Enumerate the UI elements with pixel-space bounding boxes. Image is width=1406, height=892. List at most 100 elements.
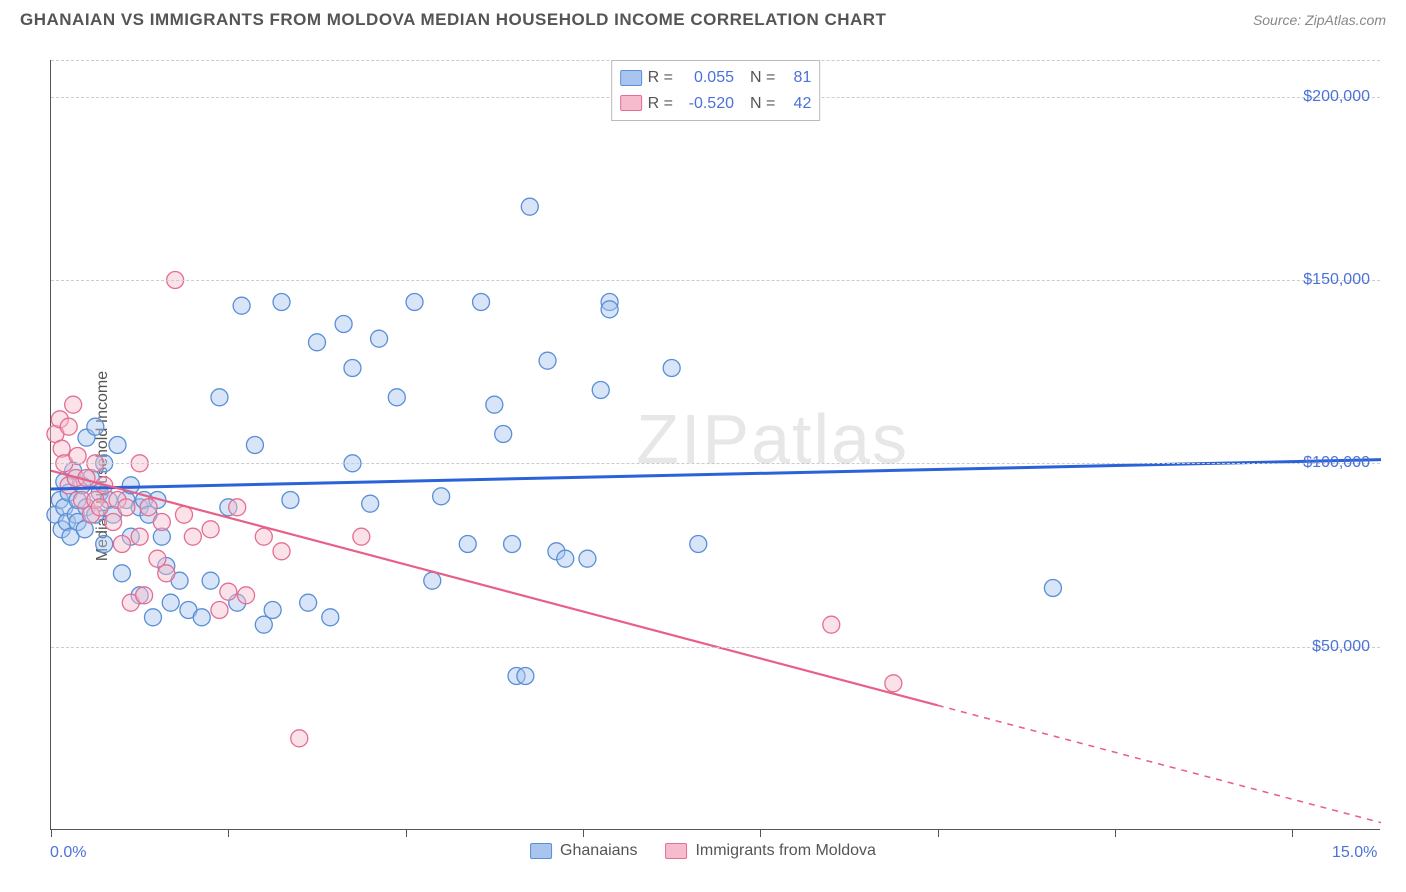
n-value: 42 bbox=[781, 91, 811, 117]
data-point bbox=[663, 360, 680, 377]
chart-area: Median Household Income ZIPatlas R =0.05… bbox=[0, 40, 1406, 892]
legend-swatch bbox=[530, 843, 552, 859]
data-point bbox=[322, 609, 339, 626]
data-point bbox=[65, 396, 82, 413]
gridline bbox=[51, 647, 1380, 648]
data-point bbox=[517, 668, 534, 685]
r-value: 0.055 bbox=[679, 65, 734, 91]
data-point bbox=[211, 389, 228, 406]
data-point bbox=[184, 528, 201, 545]
data-point bbox=[162, 594, 179, 611]
series-legend: Ghanaians Immigrants from Moldova bbox=[530, 842, 876, 860]
data-point bbox=[131, 528, 148, 545]
r-label: R = bbox=[648, 65, 673, 91]
data-point bbox=[238, 587, 255, 604]
x-tick bbox=[406, 829, 407, 837]
data-point bbox=[153, 514, 170, 531]
n-label: N = bbox=[750, 65, 775, 91]
data-point bbox=[335, 316, 352, 333]
data-point bbox=[362, 495, 379, 512]
y-tick-label: $100,000 bbox=[1303, 454, 1370, 472]
data-point bbox=[1044, 580, 1061, 597]
data-point bbox=[823, 616, 840, 633]
series-legend-label: Immigrants from Moldova bbox=[695, 842, 876, 860]
data-point bbox=[690, 536, 707, 553]
data-point bbox=[344, 360, 361, 377]
data-point bbox=[282, 492, 299, 509]
plot-region: ZIPatlas R =0.055N =81R =-0.520N =42 $50… bbox=[50, 60, 1380, 830]
data-point bbox=[193, 609, 210, 626]
x-tick bbox=[760, 829, 761, 837]
x-axis-min-label: 0.0% bbox=[50, 844, 86, 862]
data-point bbox=[371, 330, 388, 347]
data-point bbox=[592, 382, 609, 399]
data-point bbox=[220, 583, 237, 600]
gridline bbox=[51, 463, 1380, 464]
data-point bbox=[309, 334, 326, 351]
data-point bbox=[601, 301, 618, 318]
data-point bbox=[486, 396, 503, 413]
y-tick-label: $150,000 bbox=[1303, 271, 1370, 289]
data-point bbox=[105, 514, 122, 531]
r-label: R = bbox=[648, 91, 673, 117]
n-label: N = bbox=[750, 91, 775, 117]
gridline bbox=[51, 280, 1380, 281]
correlation-legend-row: R =0.055 N =81 bbox=[620, 65, 812, 91]
data-point bbox=[113, 565, 130, 582]
data-point bbox=[300, 594, 317, 611]
data-point bbox=[273, 543, 290, 560]
data-point bbox=[255, 616, 272, 633]
data-point bbox=[291, 730, 308, 747]
data-point bbox=[136, 587, 153, 604]
data-point bbox=[885, 675, 902, 692]
data-point bbox=[202, 521, 219, 538]
chart-header: GHANAIAN VS IMMIGRANTS FROM MOLDOVA MEDI… bbox=[0, 0, 1406, 38]
data-point bbox=[255, 528, 272, 545]
data-point bbox=[109, 437, 126, 454]
data-point bbox=[118, 499, 135, 516]
data-point bbox=[176, 506, 193, 523]
data-point bbox=[273, 294, 290, 311]
data-point bbox=[579, 550, 596, 567]
x-tick bbox=[1115, 829, 1116, 837]
data-point bbox=[60, 418, 77, 435]
data-point bbox=[353, 528, 370, 545]
data-point bbox=[459, 536, 476, 553]
series-legend-item: Immigrants from Moldova bbox=[665, 842, 876, 860]
x-axis-max-label: 15.0% bbox=[1332, 844, 1377, 862]
data-point bbox=[69, 448, 86, 465]
data-point bbox=[433, 488, 450, 505]
data-point bbox=[233, 297, 250, 314]
n-value: 81 bbox=[781, 65, 811, 91]
data-point bbox=[140, 499, 157, 516]
scatter-svg bbox=[51, 60, 1381, 830]
data-point bbox=[521, 198, 538, 215]
data-point bbox=[504, 536, 521, 553]
data-point bbox=[91, 499, 108, 516]
x-tick bbox=[228, 829, 229, 837]
data-point bbox=[388, 389, 405, 406]
data-point bbox=[149, 550, 166, 567]
data-point bbox=[87, 418, 104, 435]
correlation-legend-row: R =-0.520 N =42 bbox=[620, 91, 812, 117]
data-point bbox=[424, 572, 441, 589]
y-tick-label: $50,000 bbox=[1312, 638, 1370, 656]
series-legend-item: Ghanaians bbox=[530, 842, 637, 860]
trend-line-extrapolated bbox=[938, 705, 1381, 822]
data-point bbox=[473, 294, 490, 311]
correlation-legend: R =0.055 N =81 R =-0.520 N =42 bbox=[611, 60, 821, 121]
data-point bbox=[113, 536, 130, 553]
data-point bbox=[264, 602, 281, 619]
source-credit: Source: ZipAtlas.com bbox=[1253, 12, 1386, 28]
data-point bbox=[495, 426, 512, 443]
r-value: -0.520 bbox=[679, 91, 734, 117]
data-point bbox=[144, 609, 161, 626]
series-legend-label: Ghanaians bbox=[560, 842, 637, 860]
chart-title: GHANAIAN VS IMMIGRANTS FROM MOLDOVA MEDI… bbox=[20, 10, 886, 30]
legend-swatch bbox=[665, 843, 687, 859]
legend-swatch bbox=[620, 70, 642, 86]
data-point bbox=[539, 352, 556, 369]
data-point bbox=[406, 294, 423, 311]
data-point bbox=[229, 499, 246, 516]
data-point bbox=[158, 565, 175, 582]
